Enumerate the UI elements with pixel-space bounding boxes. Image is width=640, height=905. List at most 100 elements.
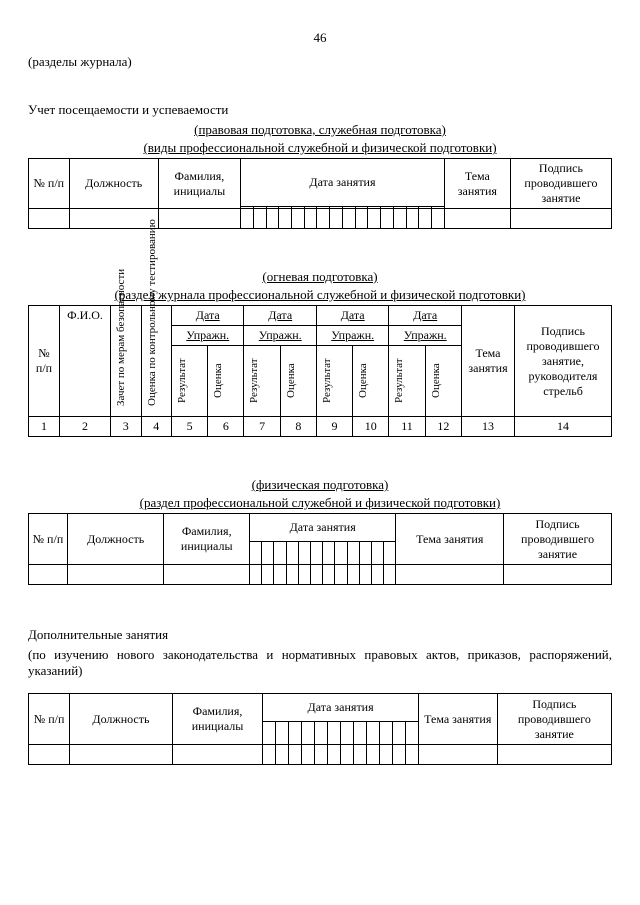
col-res: Результат: [244, 346, 280, 417]
sec4-desc: (по изучению нового законодательства и н…: [28, 647, 612, 679]
num-cell: 4: [141, 417, 172, 437]
sec1-sub1: (правовая подготовка, служебная подготов…: [28, 122, 612, 138]
col-ctrl: Оценка по контрольному тестированию: [141, 306, 172, 417]
cell: [274, 565, 286, 585]
sec4-title: Дополнительные занятия: [28, 627, 612, 643]
cell: [298, 565, 310, 585]
num-cell: 1: [29, 417, 60, 437]
cell: [359, 565, 371, 585]
cell: [510, 209, 611, 229]
col-sig: Подпись проводившего занятие: [497, 694, 611, 745]
date-cell: [263, 722, 276, 745]
col-mark: Оценка: [425, 346, 461, 417]
cell: [266, 209, 279, 229]
date-cell: [315, 722, 328, 745]
col-date: Дата: [172, 306, 244, 326]
cell: [392, 745, 405, 765]
date-cell: [310, 542, 322, 565]
col-res: Результат: [316, 346, 352, 417]
col-date: Дата занятия: [241, 159, 445, 207]
col-fio: Ф.И.О.: [60, 306, 111, 417]
col-num: № п/п: [29, 306, 60, 417]
cell: [444, 209, 510, 229]
cell: [253, 209, 266, 229]
cell: [70, 745, 172, 765]
table-1: № п/п Должность Фамилия, инициалы Дата з…: [28, 158, 612, 229]
col-name: Фамилия, инициалы: [172, 694, 263, 745]
col-topic: Тема занятия: [444, 159, 510, 209]
num-cell: 8: [280, 417, 316, 437]
col-exer: Упражн.: [244, 326, 316, 346]
date-cell: [354, 722, 367, 745]
cell: [432, 209, 445, 229]
col-exer: Упражн.: [172, 326, 244, 346]
col-pos: Должность: [67, 514, 164, 565]
table-4: № п/п Должность Фамилия, инициалы Дата з…: [28, 693, 612, 765]
cell: [341, 745, 354, 765]
cell: [172, 745, 263, 765]
date-cell: [328, 722, 341, 745]
cell: [405, 745, 418, 765]
col-res: Результат: [389, 346, 425, 417]
date-cell: [347, 542, 359, 565]
cell: [276, 745, 289, 765]
cell: [323, 565, 335, 585]
num-cell: 11: [389, 417, 425, 437]
date-cell: [249, 542, 261, 565]
cell: [286, 565, 298, 585]
cell: [330, 209, 343, 229]
date-cell: [289, 722, 302, 745]
cell: [67, 565, 164, 585]
cell: [497, 745, 611, 765]
cell: [381, 209, 394, 229]
sec3-sub2: (раздел профессиональной служебной и физ…: [28, 495, 612, 511]
cell: [342, 209, 355, 229]
page-number: 46: [28, 30, 612, 46]
cell: [302, 745, 315, 765]
cell: [317, 209, 330, 229]
col-pos: Должность: [70, 694, 172, 745]
col-mark: Оценка: [208, 346, 244, 417]
cell: [241, 209, 254, 229]
date-cell: [405, 722, 418, 745]
cell: [263, 745, 276, 765]
num-cell: 6: [208, 417, 244, 437]
date-cell: [341, 722, 354, 745]
cell: [29, 209, 70, 229]
num-cell: 2: [60, 417, 111, 437]
col-date: Дата: [244, 306, 316, 326]
date-cell: [286, 542, 298, 565]
cell: [368, 209, 381, 229]
date-cell: [359, 542, 371, 565]
cell: [328, 745, 341, 765]
cell: [418, 745, 497, 765]
cell: [504, 565, 612, 585]
col-res: Результат: [172, 346, 208, 417]
cell: [419, 209, 432, 229]
cell: [249, 565, 261, 585]
date-cell: [379, 722, 392, 745]
cell: [164, 565, 250, 585]
cell: [292, 209, 305, 229]
col-date: Дата занятия: [249, 514, 395, 542]
col-exer: Упражн.: [389, 326, 462, 346]
num-cell: 7: [244, 417, 280, 437]
cell: [289, 745, 302, 765]
col-safety: Зачет по мерам безопасности: [111, 306, 142, 417]
cell: [372, 565, 384, 585]
cell: [29, 745, 70, 765]
date-cell: [372, 542, 384, 565]
col-sig: Подпись проводившего занятие: [504, 514, 612, 565]
table-3: № п/п Должность Фамилия, инициалы Дата з…: [28, 513, 612, 585]
sec1-sub2: (виды профессиональной служебной и физич…: [28, 140, 612, 156]
cell: [279, 209, 292, 229]
date-cell: [384, 542, 396, 565]
cell: [379, 745, 392, 765]
cell: [406, 209, 419, 229]
num-cell: 3: [111, 417, 142, 437]
num-cell: 12: [425, 417, 461, 437]
col-name: Фамилия, инициалы: [164, 514, 250, 565]
cell: [69, 209, 158, 229]
cell: [384, 565, 396, 585]
date-cell: [298, 542, 310, 565]
